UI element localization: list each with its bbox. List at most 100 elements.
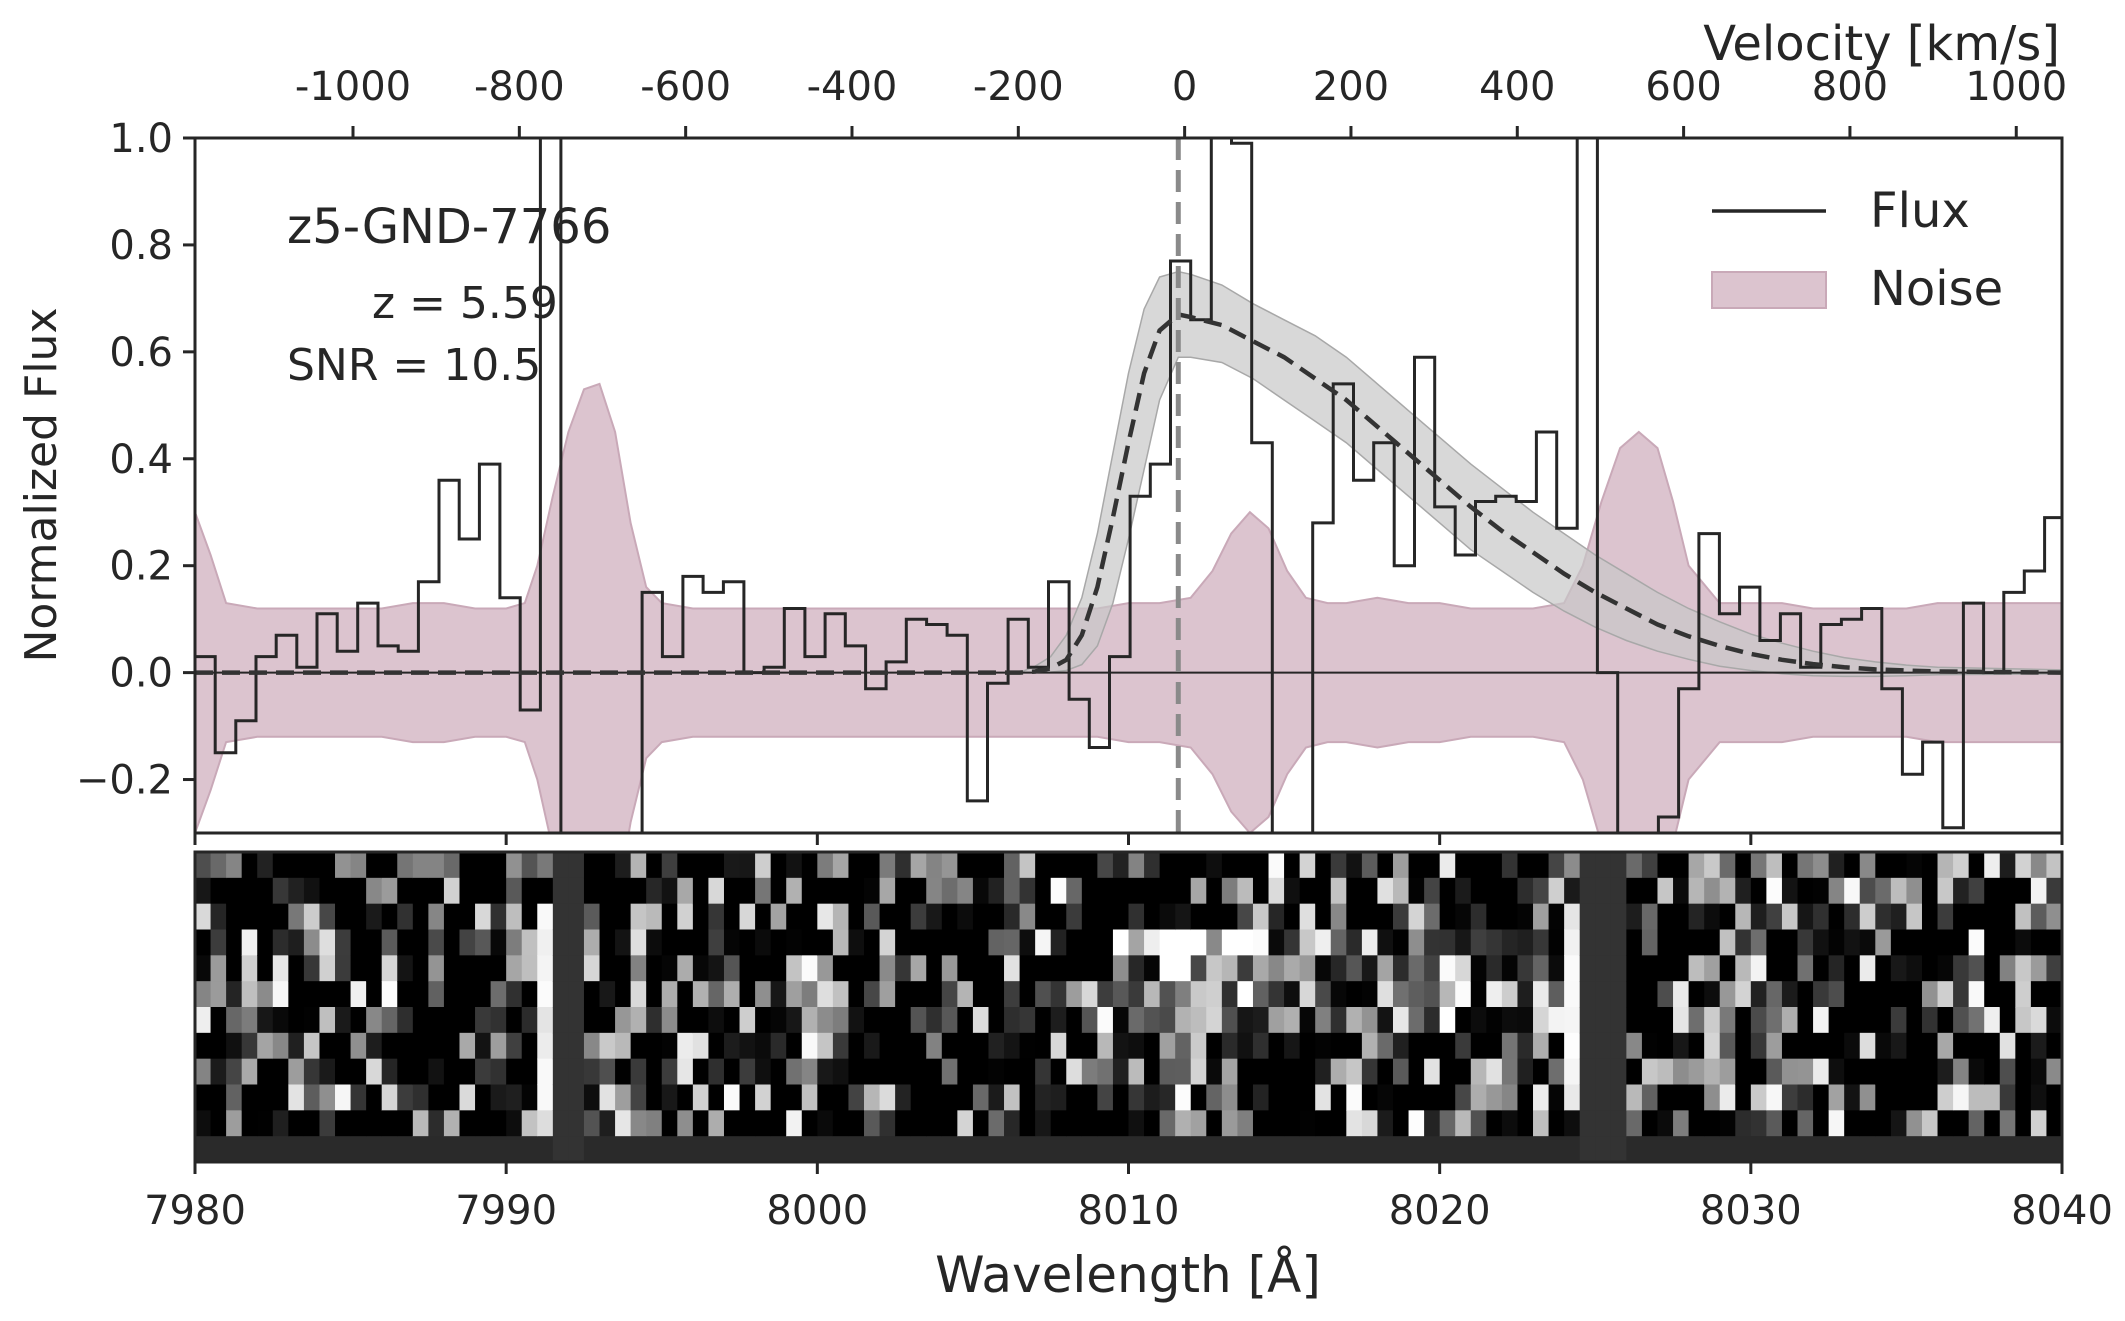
spectrum-2d-pixel [1159,877,1176,905]
spectrum-2d-pixel [599,981,616,1008]
spectrum-2d-pixel [1657,1110,1674,1137]
spectrum-2d-pixel [1424,955,1441,982]
spectrum-2d-pixel [521,1058,538,1086]
spectrum-2d-pixel [1035,1084,1052,1111]
spectrum-2d-pixel [1657,1058,1674,1086]
spectrum-2d-pixel [1066,981,1083,1008]
spectrum-2d-pixel [303,1084,321,1111]
spectrum-2d-pixel [1159,1110,1176,1137]
spectrum-2d-pixel [583,981,601,1008]
spectrum-2d-pixel [1252,1136,1270,1162]
spectrum-2d-pixel [708,1084,725,1111]
spectrum-2d-pixel [692,1058,710,1086]
spectrum-2d-pixel [988,1032,1005,1060]
y-tick-label: 0.6 [109,330,173,376]
spectrum-2d-pixel [1641,1058,1659,1086]
spectrum-2d-pixel [848,929,865,956]
spectrum-2d-pixel [910,852,927,879]
spectrum-2d-pixel [1797,955,1814,982]
spectrum-2d-pixel [1004,1032,1021,1060]
spectrum-2d-pixel [615,852,632,879]
spectrum-2d-pixel [1968,1032,1985,1060]
spectrum-2d-pixel [1299,981,1316,1008]
spectrum-2d-pixel [506,929,523,956]
spectrum-2d-pixel [1190,981,1207,1008]
spectrum-2d-pixel [817,1136,834,1162]
spectrum-2d-pixel [428,955,445,982]
spectrum-2d-pixel [1735,1136,1752,1162]
spectrum-2d-pixel [1953,1007,1970,1034]
spectrum-2d-pixel [926,1136,943,1162]
spectrum-2d-pixel [1766,852,1783,879]
spectrum-2d-pixel [1999,1084,2016,1111]
spectrum-2d-pixel [521,1007,538,1034]
spectrum-2d-pixel [1813,929,1830,956]
spectrum-2d-pixel [1813,1032,1830,1060]
spectrum-2d-pixel [1237,1084,1254,1111]
spectrum-2d-pixel [226,1084,243,1111]
spectrum-2d-pixel [350,852,367,879]
spectrum-2d-pixel [506,1058,523,1086]
spectrum-2d-pixel [210,1058,227,1086]
spectrum-2d-pixel [1750,1136,1767,1162]
spectrum-2d-pixel [1144,852,1161,879]
spectrum-2d-pixel [895,929,912,956]
spectrum-2d-pixel [832,852,850,879]
spectrum-2d-pixel [1610,903,1627,931]
spectrum-2d-pixel [1330,981,1347,1008]
spectrum-2d-pixel [910,981,927,1008]
spectrum-2d-pixel [957,1058,974,1086]
spectrum-2d-pixel [817,1032,834,1060]
spectrum-2d-pixel [537,852,554,879]
spectrum-2d-pixel [801,852,818,879]
spectrum-2d-pixel [677,1007,694,1034]
spectrum-2d-pixel [1641,877,1659,905]
spectrum-2d-pixel [568,852,585,879]
spectrum-2d-pixel [615,877,632,905]
spectrum-2d-pixel [2015,1084,2032,1111]
spectrum-2d-pixel [1579,903,1596,931]
spectrum-2d-pixel [1813,981,1830,1008]
spectrum-2d-pixel [1159,1032,1176,1060]
spectrum-2d-pixel [1797,981,1814,1008]
spectrum-2d-pixel [817,955,834,982]
spectrum-2d-pixel [895,1032,912,1060]
spectrum-2d-pixel [335,903,352,931]
spectrum-2d-pixel [1144,877,1161,905]
spectrum-2d-pixel [1501,955,1519,982]
spectrum-2d-pixel [1984,852,2001,879]
spectrum-2d-pixel [257,981,274,1008]
spectrum-2d-pixel [1579,1110,1596,1137]
spectrum-2d-pixel [1564,955,1581,982]
spectrum-2d-pixel [910,1084,927,1111]
spectrum-2d-pixel [1470,852,1487,879]
flux-panel-bottom-ticks [193,833,2064,845]
spectrum-2d-pixel [739,955,756,982]
spectrum-2d-pixel [412,981,429,1008]
spectrum-2d-pixel [1564,1007,1581,1034]
spectrum-2d-pixel [195,1007,212,1034]
spectrum-2d-pixel [1175,1032,1192,1060]
spectrum-2d-pixel [1626,981,1643,1008]
spectrum-2d-pixel [210,981,227,1008]
spectrum-2d-pixel [210,1136,227,1162]
spectrum-2d-pixel [1517,903,1534,931]
spectrum-2d-pixel [506,981,523,1008]
spectrum-2d-pixel [1128,1084,1145,1111]
spectrum-2d-pixel [381,1136,398,1162]
spectrum-2d-pixel [957,981,974,1008]
spectrum-2d-pixel [1299,852,1316,879]
spectrum-2d-pixel [241,852,258,879]
spectrum-2d-pixel [335,852,352,879]
spectrum-2d-pixel [2030,1136,2048,1162]
spectrum-2d-pixel [1641,1136,1659,1162]
spectrum-2d-pixel [1719,1058,1736,1086]
legend: Flux Noise [1711,183,2003,317]
spectrum-2d-pixel [288,929,305,956]
spectrum-2d-pixel [630,929,647,956]
spectrum-2d-pixel [381,1058,398,1086]
velocity-tick-label: 0 [1172,64,1197,110]
spectrum-2d-pixel [1346,877,1363,905]
spectrum-2d-pixel [1424,1007,1441,1034]
spectrum-2d-pixel [288,852,305,879]
